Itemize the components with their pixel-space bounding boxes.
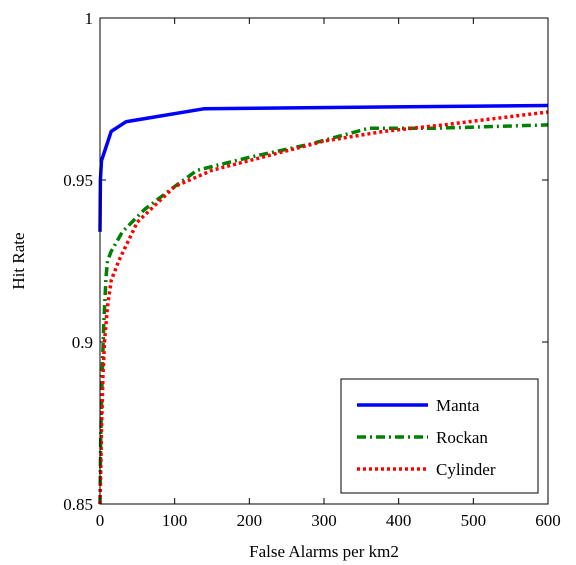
series-lines xyxy=(98,103,549,505)
series-line-rockan xyxy=(98,123,549,505)
y-tick-label: 0.9 xyxy=(72,333,93,352)
legend-label: Manta xyxy=(436,396,480,415)
legend-box xyxy=(340,378,539,494)
y-tick-label: 0.85 xyxy=(63,495,93,514)
x-tick-label: 400 xyxy=(386,511,412,530)
x-tick-label: 0 xyxy=(96,511,105,530)
y-tick-label: 1 xyxy=(85,9,94,28)
legend-label: Cylinder xyxy=(436,460,496,479)
x-tick-label: 500 xyxy=(461,511,487,530)
legend: Manta Rockan Cylinder xyxy=(340,378,539,494)
x-axis-label: False Alarms per km2 xyxy=(249,542,399,561)
x-tick-label: 600 xyxy=(535,511,561,530)
legend-label: Rockan xyxy=(436,428,488,447)
x-tick-label: 100 xyxy=(162,511,188,530)
axis-tick-labels: 0 100 200 300 400 500 600 0.85 0.9 0.95 1 xyxy=(63,9,561,530)
plot-frame xyxy=(99,17,549,505)
y-axis-label: Hit Rate xyxy=(9,232,28,289)
y-tick-label: 0.95 xyxy=(63,171,93,190)
series-line-cylinder xyxy=(98,110,549,505)
x-tick-label: 200 xyxy=(237,511,263,530)
x-tick-label: 300 xyxy=(311,511,337,530)
series-line-manta xyxy=(98,103,549,232)
